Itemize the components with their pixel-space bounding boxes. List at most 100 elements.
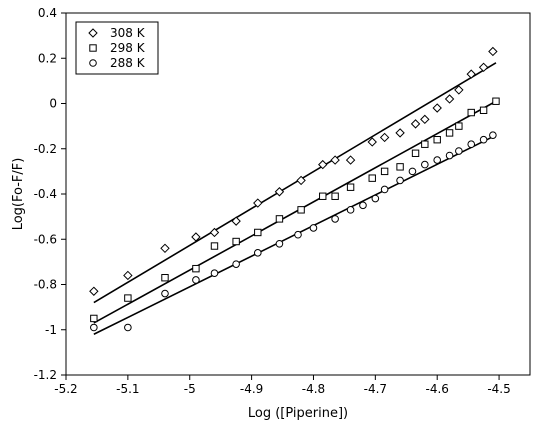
y-tick-label: -0.8 (34, 278, 57, 292)
point-diamond (296, 175, 306, 186)
point-circle (421, 160, 429, 169)
point-diamond (274, 187, 285, 197)
point-circle (90, 323, 98, 332)
point-square (445, 129, 454, 137)
point-circle (408, 167, 417, 176)
point-diamond (209, 227, 220, 238)
x-tick-label: -4.7 (364, 382, 387, 396)
point-circle (331, 215, 339, 223)
point-diamond (395, 128, 405, 138)
point-square (467, 108, 475, 117)
point-circle (294, 230, 302, 239)
point-diamond (231, 216, 241, 226)
x-tick-label: -5 (184, 382, 196, 396)
fit-line-square (93, 100, 497, 324)
point-diamond (410, 119, 421, 129)
point-circle (455, 147, 463, 155)
point-diamond (478, 62, 489, 73)
legend-label: 308 K (110, 26, 146, 40)
point-diamond (367, 137, 377, 147)
x-axis-title: Log ([Piperine]) (248, 406, 348, 421)
point-square (433, 136, 441, 144)
point-square (331, 192, 339, 200)
point-square (368, 174, 376, 182)
y-axis-title: Log(Fo-F/F) (11, 158, 26, 231)
point-circle (210, 269, 219, 277)
legend-marker-square (89, 44, 97, 52)
point-diamond (454, 85, 464, 95)
point-diamond (123, 270, 133, 281)
point-circle (489, 131, 497, 139)
point-square (396, 163, 404, 171)
point-square (192, 264, 200, 273)
point-circle (445, 151, 454, 160)
point-circle (253, 249, 262, 257)
point-square (492, 97, 500, 105)
point-diamond (330, 155, 340, 165)
point-square (479, 106, 488, 114)
data-points (89, 46, 500, 332)
y-tick-label: -0.4 (34, 187, 57, 201)
point-square (124, 294, 132, 302)
point-circle (371, 194, 380, 203)
legend-marker-diamond (88, 28, 98, 38)
x-tick-label: -5.2 (54, 382, 77, 396)
y-tick-label: 0 (49, 97, 57, 111)
axis-ticks: -5.2 -5.1 -5 -4.9 -4.8 -4.7 -4.6 -4.5 -1.2 -1 -0.8… (34, 6, 511, 396)
point-square (297, 206, 305, 214)
point-circle (433, 156, 442, 164)
point-diamond (420, 114, 430, 125)
point-circle (380, 185, 389, 194)
point-circle (309, 224, 318, 232)
point-square (90, 314, 98, 323)
point-circle (359, 201, 367, 210)
point-circle (124, 323, 132, 332)
point-diamond (253, 198, 263, 208)
y-tick-label: 0.4 (38, 6, 57, 20)
y-tick-label: -0.6 (34, 232, 57, 246)
fit-line-diamond (93, 62, 497, 304)
point-diamond (318, 159, 328, 170)
y-tick-label: -1.2 (34, 368, 57, 382)
point-diamond (160, 243, 170, 254)
legend-label: 288 K (110, 56, 146, 70)
point-square (411, 149, 420, 157)
fit-lines (93, 62, 497, 335)
point-square (161, 274, 169, 282)
point-diamond (379, 132, 390, 143)
y-tick-label: -1 (45, 323, 57, 337)
x-tick-label: -4.9 (240, 382, 263, 396)
point-square (346, 183, 355, 191)
x-tick-label: -4.8 (302, 382, 325, 396)
point-circle (346, 206, 355, 214)
point-circle (232, 260, 240, 268)
x-tick-label: -4.5 (487, 382, 510, 396)
point-square (421, 140, 429, 148)
point-square (380, 167, 389, 176)
point-circle (161, 289, 169, 298)
legend-label: 298 K (110, 41, 146, 55)
point-square (319, 192, 327, 200)
point-diamond (488, 46, 498, 57)
point-circle (467, 140, 476, 149)
point-square (455, 122, 463, 130)
point-square (275, 215, 284, 223)
point-diamond (345, 155, 356, 165)
legend-marker-circle (89, 59, 97, 67)
point-diamond (432, 103, 442, 113)
point-diamond (466, 69, 476, 79)
point-square (232, 237, 240, 246)
point-circle (396, 176, 404, 185)
point-diamond (191, 232, 201, 242)
point-square (210, 242, 219, 250)
point-circle (275, 239, 284, 248)
x-tick-label: -5.1 (116, 382, 139, 396)
point-diamond (444, 94, 455, 104)
point-circle (192, 276, 200, 284)
point-square (254, 228, 262, 237)
point-circle (479, 135, 488, 144)
x-tick-label: -4.6 (425, 382, 448, 396)
y-tick-label: 0.2 (38, 51, 57, 65)
